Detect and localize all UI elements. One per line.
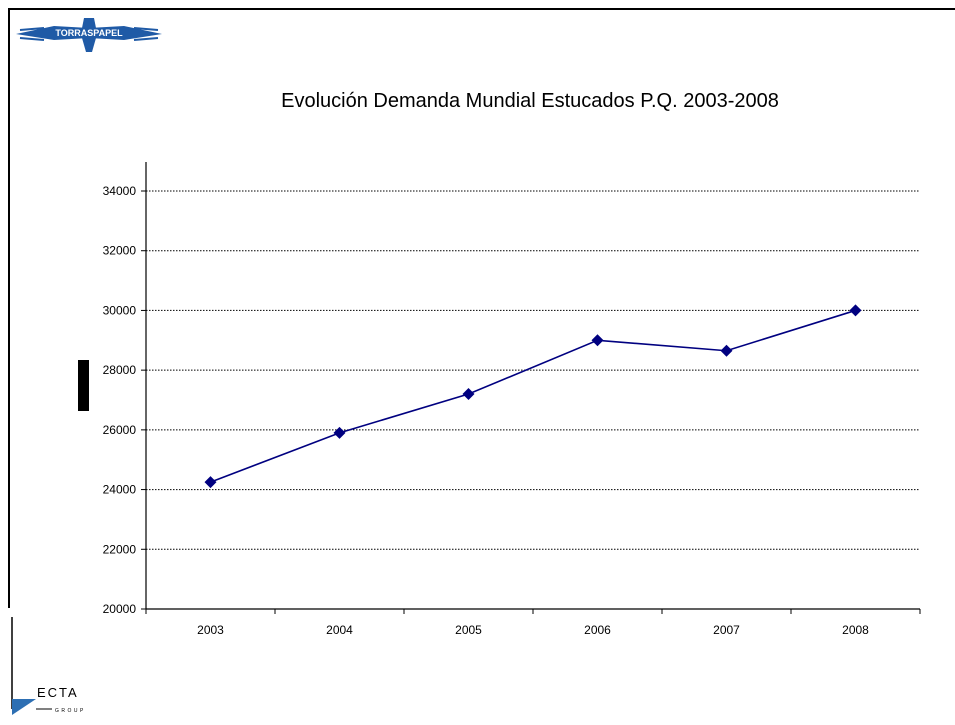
y-tick-label: 28000 <box>103 363 137 377</box>
y-tick-label: 32000 <box>103 244 137 258</box>
x-tick-label: 2003 <box>197 623 224 637</box>
data-point-marker <box>591 334 604 347</box>
x-tick-label: 2007 <box>713 623 740 637</box>
frame-left-border <box>8 8 10 608</box>
x-tick-label: 2006 <box>584 623 611 637</box>
x-tick-label: 2005 <box>455 623 482 637</box>
x-tick-label: 2004 <box>326 623 353 637</box>
y-tick-label: 22000 <box>103 542 137 556</box>
series-line <box>210 309 856 483</box>
data-point-marker <box>849 304 862 317</box>
y-tick-label: 30000 <box>103 303 137 317</box>
y-tick-label: 34000 <box>103 184 137 198</box>
frame-top-border <box>8 8 955 10</box>
lecta-group-logo: ECTA GROUP <box>10 617 120 720</box>
lecta-text: ECTA <box>37 685 79 700</box>
y-tick-label: 24000 <box>103 483 137 497</box>
logo-text: TORRASPAPEL <box>55 28 123 38</box>
black-marker-bar <box>78 360 89 411</box>
y-tick-label: 20000 <box>103 602 137 616</box>
lecta-subtext: GROUP <box>55 708 86 714</box>
torraspapel-logo: TORRASPAPEL <box>14 14 164 54</box>
y-tick-label: 26000 <box>103 423 137 437</box>
data-point-marker <box>462 388 475 401</box>
data-point-marker <box>333 426 346 439</box>
data-point-marker <box>720 344 733 357</box>
chart-title: Evolución Demanda Mundial Estucados P.Q.… <box>281 90 779 112</box>
x-tick-label: 2008 <box>842 623 869 637</box>
data-point-marker <box>204 476 217 489</box>
